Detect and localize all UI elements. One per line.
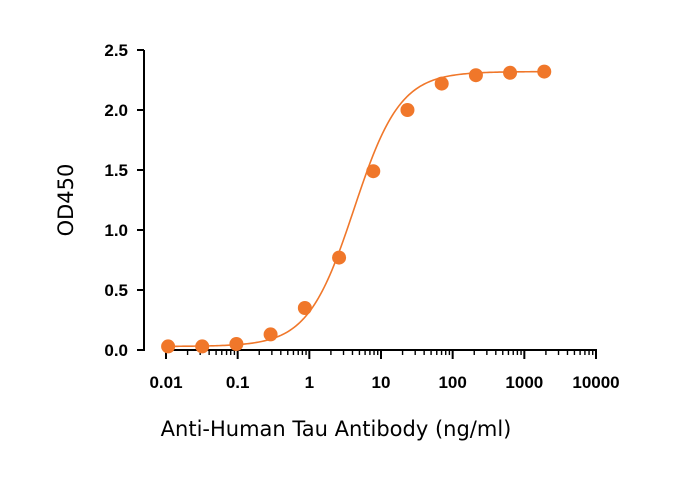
- x-tick-label: 1000: [505, 373, 543, 392]
- x-axis-title: Anti-Human Tau Antibody (ng/ml): [161, 417, 512, 441]
- x-tick-label: 0.1: [226, 373, 250, 392]
- x-tick-label: 10000: [572, 373, 619, 392]
- data-point: [332, 251, 346, 265]
- data-point: [264, 327, 278, 341]
- fit-curve: [168, 72, 544, 347]
- y-tick-labels: 0.0 0.5 1.0 1.5 2.0 2.5: [104, 41, 128, 360]
- data-point: [537, 65, 551, 79]
- x-tick-label: 10: [372, 373, 391, 392]
- y-tick-label: 2.0: [104, 101, 128, 120]
- data-point: [298, 301, 312, 315]
- data-point: [435, 77, 449, 91]
- y-tick-label: 1.5: [104, 161, 128, 180]
- y-tick-label: 1.0: [104, 221, 128, 240]
- data-point: [469, 68, 483, 82]
- data-point: [366, 164, 380, 178]
- chart: 0.0 0.5 1.0 1.5 2.0 2.5 0.01 0.1 1 10 100 1000 1000…: [0, 0, 688, 490]
- data-point: [400, 103, 414, 117]
- y-tick-label: 0.0: [104, 341, 128, 360]
- data-point: [161, 339, 175, 353]
- x-tick-labels: 0.01 0.1 1 10 100 1000 10000: [149, 373, 619, 392]
- x-tick-label: 1: [305, 373, 314, 392]
- y-tick-label: 2.5: [104, 41, 128, 60]
- data-point: [503, 66, 517, 80]
- data-points: [161, 65, 551, 354]
- y-axis-title: OD450: [54, 164, 78, 237]
- data-point: [195, 339, 209, 353]
- x-tick-label: 0.01: [149, 373, 182, 392]
- y-tick-label: 0.5: [104, 281, 128, 300]
- x-tick-label: 100: [438, 373, 466, 392]
- data-point: [229, 337, 243, 351]
- axes: [137, 50, 597, 359]
